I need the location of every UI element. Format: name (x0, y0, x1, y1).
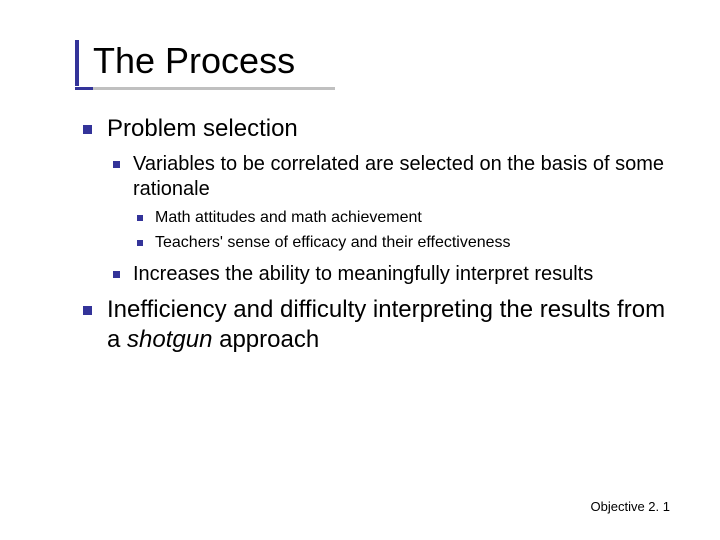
bullet-text: Problem selection (107, 115, 298, 142)
list-item: Increases the ability to meaningfully in… (107, 262, 670, 287)
title-underline-gray (75, 87, 335, 90)
slide: The Process Problem selection Variables … (0, 0, 720, 540)
list-item: Inefficiency and difficulty interpreting… (79, 295, 670, 355)
list-item: Teachers' sense of efficacy and their ef… (133, 233, 670, 254)
title-block: The Process (75, 40, 670, 86)
bullet-list-level3: Math attitudes and math achievement Teac… (133, 208, 670, 254)
content-area: Problem selection Variables to be correl… (75, 114, 670, 355)
list-item: Math attitudes and math achievement (133, 208, 670, 229)
bullet-list-level1: Problem selection Variables to be correl… (79, 114, 670, 355)
bullet-text: Variables to be correlated are selected … (133, 153, 664, 200)
bullet-text-part: approach (212, 326, 319, 353)
bullet-text-italic: shotgun (127, 326, 212, 353)
slide-title: The Process (75, 40, 670, 86)
list-item: Problem selection Variables to be correl… (79, 114, 670, 287)
bullet-text: Math attitudes and math achievement (155, 209, 422, 226)
slide-footer: Objective 2. 1 (591, 499, 671, 514)
bullet-text: Teachers' sense of efficacy and their ef… (155, 234, 511, 251)
bullet-list-level2: Variables to be correlated are selected … (107, 152, 670, 287)
bullet-text: Increases the ability to meaningfully in… (133, 263, 593, 285)
title-underline-accent (75, 87, 93, 90)
title-accent-vertical (75, 40, 79, 86)
list-item: Variables to be correlated are selected … (107, 152, 670, 254)
